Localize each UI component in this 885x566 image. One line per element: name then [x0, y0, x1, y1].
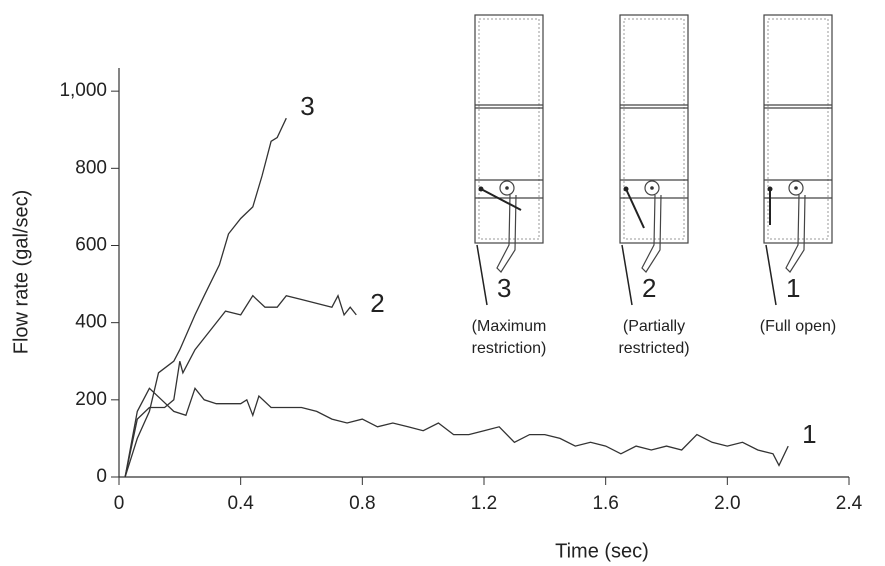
valve-center [794, 186, 798, 190]
y-axis-title: Flow rate (gal/sec) [10, 190, 32, 355]
pointer [476, 244, 488, 306]
valve-hub [788, 180, 804, 196]
tube-inner [478, 18, 540, 240]
x-tick-label: 2.0 [714, 493, 740, 514]
series-label: 3 [300, 91, 314, 121]
valve-hub [499, 180, 515, 196]
y-tick-label: 0 [96, 466, 107, 487]
inset-caption: (Maximum [472, 318, 547, 335]
y-tick-label: 1,000 [59, 80, 107, 101]
flap-pivot [478, 186, 484, 192]
tube-outline [474, 14, 544, 244]
x-tick-label: 0 [114, 493, 125, 514]
x-tick-label: 1.6 [592, 493, 618, 514]
linkage [641, 194, 662, 273]
valve-hub [644, 180, 660, 196]
y-tick-label: 400 [75, 312, 107, 333]
inset-caption: (Partially [623, 318, 685, 335]
inset-number: 1 [786, 273, 800, 303]
series-line [124, 294, 357, 478]
x-tick-label: 0.4 [227, 493, 254, 514]
inset-caption: restriction) [472, 340, 547, 357]
inset-number: 2 [642, 273, 656, 303]
linkage [496, 194, 517, 273]
x-tick-label: 1.2 [471, 493, 497, 514]
valve-flap [480, 188, 522, 211]
tube-inner [767, 18, 829, 240]
valve-flap [625, 188, 645, 229]
flap-pivot [767, 186, 773, 192]
y-tick-label: 600 [75, 235, 107, 256]
valve-center [505, 186, 509, 190]
series-label: 2 [370, 288, 384, 318]
flap-pivot [623, 186, 629, 192]
inset-caption: (Full open) [760, 318, 836, 335]
x-tick-label: 2.4 [836, 493, 863, 514]
x-tick-label: 0.8 [349, 493, 375, 514]
x-axis-title: Time (sec) [555, 540, 649, 562]
inset-number: 3 [497, 273, 511, 303]
series-line [124, 117, 287, 478]
tube-outline [619, 14, 689, 244]
tube-outline [763, 14, 833, 244]
inset-caption: restricted) [618, 340, 689, 357]
y-tick-label: 200 [75, 389, 107, 410]
y-tick-label: 800 [75, 157, 107, 178]
series-label: 1 [802, 419, 816, 449]
pointer [621, 244, 633, 306]
linkage [785, 194, 806, 273]
valve-center [650, 186, 654, 190]
series-line [124, 386, 789, 478]
pointer [765, 244, 777, 306]
